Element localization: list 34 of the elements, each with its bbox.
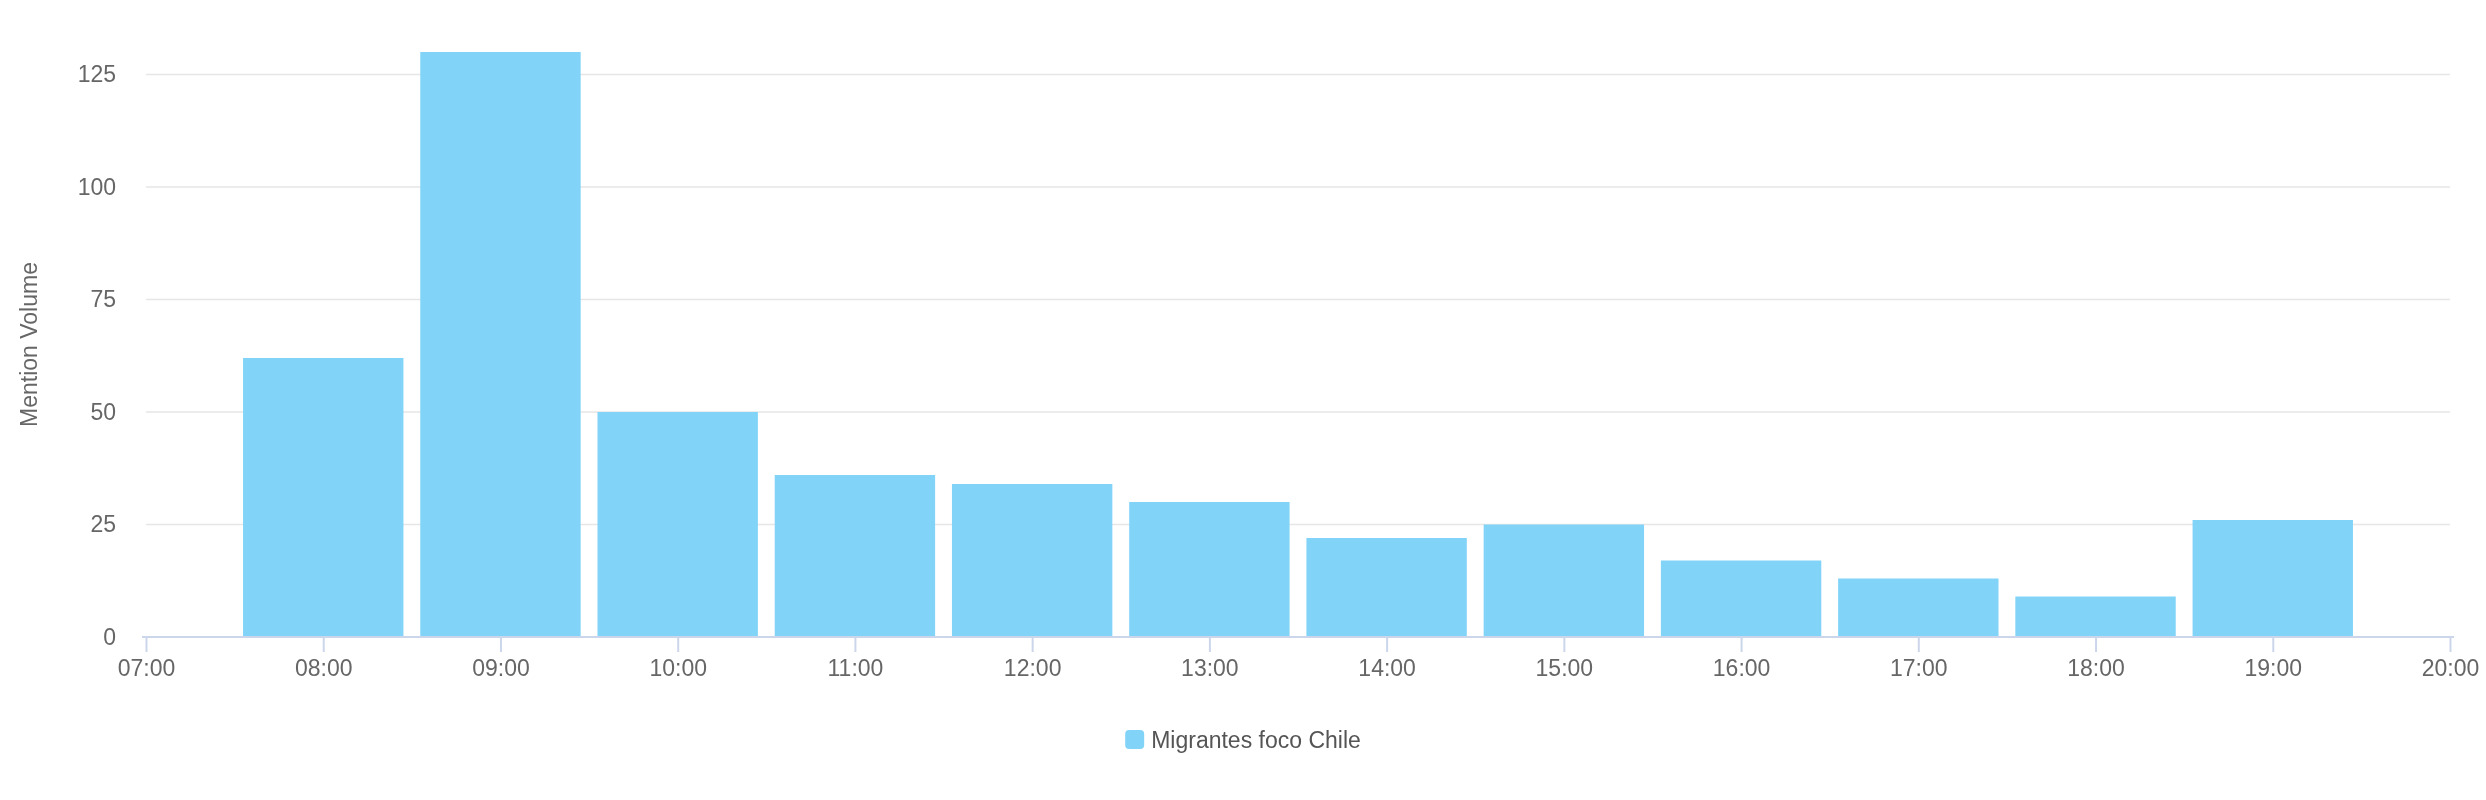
x-tick-label: 10:00	[649, 654, 707, 681]
x-tick-label: 15:00	[1535, 654, 1594, 681]
x-tick-label: 20:00	[2421, 654, 2480, 681]
x-tick-label: 07:00	[117, 654, 176, 681]
bar	[243, 358, 404, 637]
bar	[1838, 578, 1999, 637]
x-tick-label: 18:00	[2067, 654, 2125, 681]
bar	[1129, 502, 1290, 637]
x-tick-label: 11:00	[827, 654, 884, 681]
bar	[2015, 596, 2176, 637]
x-tick-label: 17:00	[1890, 654, 1948, 681]
y-tick-label: 125	[77, 61, 116, 88]
x-tick-label: 12:00	[1003, 654, 1062, 681]
x-tick-label: 08:00	[294, 654, 353, 681]
x-tick-label: 19:00	[2244, 654, 2303, 681]
bar	[1660, 560, 1822, 637]
bar	[597, 412, 758, 637]
y-tick-label: 0	[103, 623, 116, 650]
bar	[1483, 524, 1645, 637]
legend-label: Migrantes foco Chile	[1151, 727, 1361, 754]
bar	[951, 484, 1113, 637]
bar	[774, 475, 936, 637]
x-tick-label: 14:00	[1358, 654, 1416, 681]
bar	[2192, 520, 2353, 637]
y-tick-label: 75	[90, 286, 116, 313]
y-tick-label: 25	[90, 511, 116, 538]
y-tick-label: 50	[90, 398, 116, 425]
bar	[420, 52, 581, 637]
y-axis-title: Mention Volume	[16, 262, 42, 427]
bar	[1306, 538, 1467, 637]
y-tick-label: 100	[77, 173, 116, 200]
x-tick-label: 09:00	[472, 654, 530, 681]
x-tick-label: 13:00	[1181, 654, 1239, 681]
x-tick-label: 16:00	[1712, 654, 1771, 681]
